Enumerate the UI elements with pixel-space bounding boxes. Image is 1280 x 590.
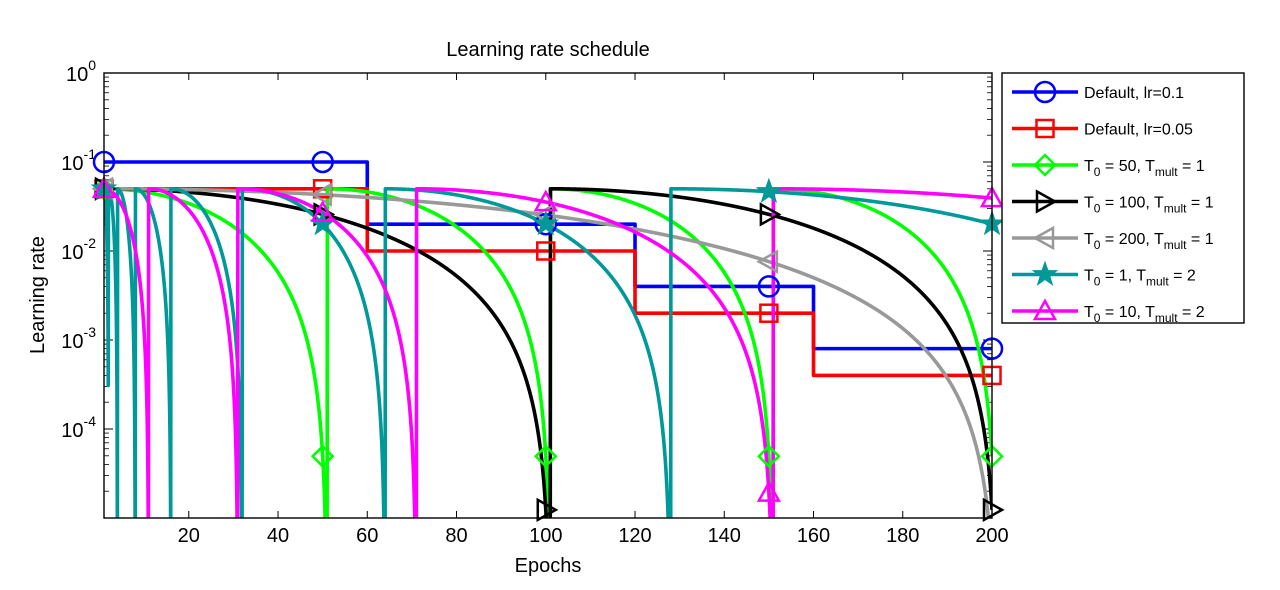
legend-subscript: 0 (1094, 275, 1101, 289)
y-tick-base: 10 (61, 153, 83, 175)
series-marker (756, 249, 779, 274)
x-tick-label: 60 (356, 525, 378, 547)
legend-label: T0 = 100, Tmult = 1 (1084, 195, 1214, 216)
legend-text: = 1 (1186, 195, 1213, 212)
x-tick-label: 140 (708, 525, 741, 547)
y-tick-exponent: 0 (88, 57, 96, 73)
legend-subscript: mult (1146, 275, 1169, 289)
legend-subscript: mult (1155, 311, 1178, 325)
y-tick-exponent: -2 (84, 235, 97, 251)
series-marker (533, 189, 558, 212)
legend-label: Default, lr=0.05 (1084, 122, 1193, 139)
y-tick-label: 100 (66, 57, 96, 86)
x-axis-label: Epochs (515, 555, 582, 577)
legend-text: = 2 (1178, 304, 1205, 321)
y-tick-exponent: -4 (84, 413, 97, 429)
series-line (104, 186, 992, 518)
y-tick-label: 10-2 (61, 235, 96, 264)
series-marker (1032, 225, 1055, 251)
series-marker (757, 444, 781, 469)
series-marker (536, 497, 559, 523)
series-marker (1035, 189, 1058, 214)
series-marker (310, 444, 335, 469)
axis-ticks: 20 40 60 80 100 120 140 160 180 20010010-110-210-… (61, 57, 1008, 547)
y-tick-label: 10-1 (61, 146, 96, 175)
y-tick-exponent: -3 (84, 324, 97, 340)
legend-subscript: mult (1155, 165, 1178, 179)
legend-label: Default, lr=0.1 (1084, 85, 1184, 102)
y-tick-label: 10-4 (61, 413, 96, 442)
series-marker (1031, 260, 1059, 286)
legend-text: = 2 (1169, 268, 1196, 285)
legend-subscript: 0 (1094, 238, 1101, 252)
x-tick-label: 80 (445, 525, 467, 547)
series-marker (759, 303, 779, 323)
legend-text: T (1084, 304, 1094, 321)
y-tick-base: 10 (61, 331, 83, 353)
series-line (104, 186, 992, 518)
legend-text: T (1084, 195, 1094, 212)
x-tick-label: 160 (797, 525, 830, 547)
series-marker (311, 150, 334, 174)
series-marker (759, 202, 782, 227)
chart-title: Learning rate schedule (446, 39, 649, 61)
x-tick-label: 200 (975, 525, 1008, 547)
legend-text: T (1084, 268, 1094, 285)
series-marker (1032, 298, 1058, 321)
legend-subscript: 0 (1094, 202, 1101, 216)
y-axis-label: Learning rate (27, 236, 49, 354)
legend-label: T0 = 1, Tmult = 2 (1084, 268, 1196, 289)
legend-text: = 1 (1178, 158, 1205, 175)
legend-subscript: mult (1164, 238, 1187, 252)
legend-text: = 200, T (1100, 231, 1164, 248)
legend-text: = 1 (1186, 231, 1213, 248)
x-tick-label: 180 (886, 525, 919, 547)
plot-area (104, 73, 992, 518)
y-tick-exponent: -1 (84, 146, 97, 162)
legend-text: = 1, T (1100, 268, 1146, 285)
x-tick-label: 40 (267, 525, 289, 547)
series-marker (310, 182, 332, 207)
series-marker (534, 444, 558, 469)
plot-frame (103, 72, 993, 519)
series-marker (755, 177, 783, 203)
series-marker (756, 480, 782, 502)
x-tick-label: 100 (529, 525, 562, 547)
legend-text: = 10, T (1100, 304, 1155, 321)
legend-subscript: mult (1164, 202, 1187, 216)
series-marker (536, 241, 556, 261)
series-marker (310, 200, 335, 222)
legend-label: T0 = 10, Tmult = 2 (1084, 304, 1205, 325)
legend-label: T0 = 50, Tmult = 1 (1084, 158, 1205, 179)
legend-subscript: 0 (1094, 311, 1101, 325)
x-tick-label: 20 (178, 525, 200, 547)
legend-subscript: 0 (1094, 165, 1101, 179)
series-marker (1035, 118, 1055, 139)
series-marker (1033, 80, 1057, 104)
x-tick-label: 120 (618, 525, 651, 547)
y-tick-label: 10-3 (61, 324, 96, 353)
legend-text: T (1084, 231, 1094, 248)
series-marker (757, 275, 781, 298)
series-marker (982, 497, 1005, 523)
legend-label: T0 = 200, Tmult = 1 (1084, 231, 1214, 252)
y-tick-base: 10 (61, 242, 83, 264)
legend-text: = 100, T (1100, 195, 1164, 212)
legend-text: = 50, T (1100, 158, 1155, 175)
series-marker (1033, 153, 1057, 177)
legend-text: T (1084, 158, 1094, 175)
y-tick-base: 10 (61, 420, 83, 442)
series-marker (532, 209, 560, 236)
y-tick-base: 10 (66, 64, 88, 86)
